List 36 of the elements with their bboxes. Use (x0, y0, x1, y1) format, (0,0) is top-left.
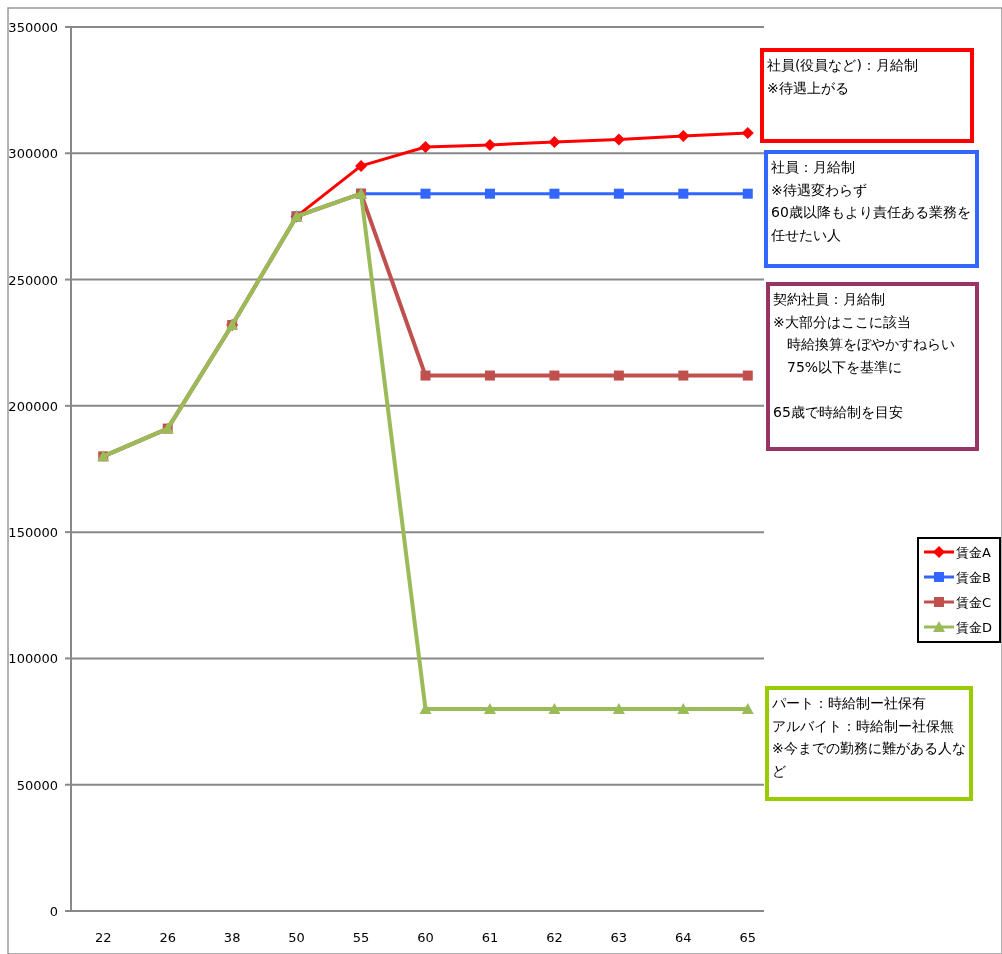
x-tick-label: 64 (675, 930, 692, 945)
legend-label: 賃金D (956, 620, 993, 635)
legend-label: 賃金B (956, 570, 991, 585)
x-tick-label: 65 (739, 930, 757, 945)
text: 社員：月給制 (771, 159, 855, 175)
text: 65歳で時給制を目安 (773, 403, 903, 420)
x-tick-label: 50 (288, 930, 305, 945)
x-tick-label: 22 (94, 930, 112, 945)
y-tick-label: 100000 (8, 651, 58, 667)
text: 時給換算をぼやかすねらい (787, 336, 955, 352)
text: ※待遇変わらず (771, 181, 867, 198)
y-tick-label: 0 (49, 904, 58, 919)
text: 契約社員：月給制 (773, 291, 885, 307)
legend-label: 賃金C (956, 595, 992, 610)
text: ※今までの勤務に難がある人など (772, 740, 966, 779)
x-tick-label: 62 (546, 930, 563, 945)
x-tick-label: 26 (159, 930, 176, 945)
x-tick-label: 55 (352, 930, 370, 945)
text: ※待遇上がる (767, 79, 849, 96)
text: パート：時給制ー社保有 (771, 695, 926, 711)
x-tick-label: 38 (223, 930, 241, 945)
text: アルバイト：時給制ー社保無 (772, 717, 954, 734)
legend-label: 賃金A (956, 545, 991, 560)
y-tick-label: 250000 (8, 272, 58, 288)
text: 社員(役員など)：月給制 (767, 57, 918, 73)
x-tick-label: 63 (610, 930, 628, 945)
y-tick-label: 300000 (8, 146, 58, 162)
text: 60歳以降もより責任ある業務を任せたい人 (770, 204, 971, 243)
y-tick-label: 50000 (16, 777, 58, 793)
x-tick-label: 60 (417, 930, 434, 945)
y-tick-label: 200000 (8, 398, 58, 414)
x-tick-label: 61 (481, 930, 499, 945)
text: ※大部分はここに該当 (773, 313, 911, 330)
y-tick-label: 350000 (8, 20, 58, 35)
y-tick-label: 150000 (8, 525, 58, 541)
text: 75%以下を基準に (787, 358, 903, 375)
